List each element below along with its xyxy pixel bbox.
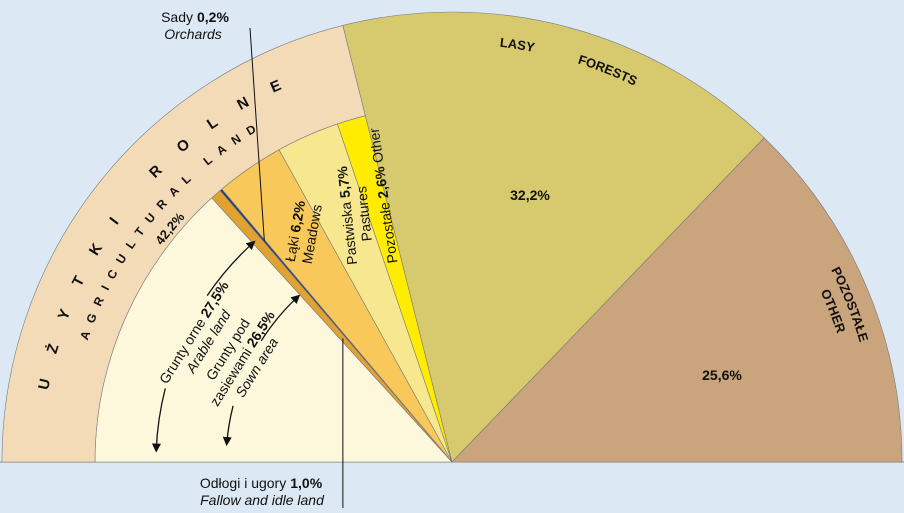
- label: Fallow and idle land: [200, 492, 325, 508]
- label-text: Other: [366, 127, 387, 164]
- value-label: 32,2%: [510, 187, 550, 203]
- label: Orchards: [164, 26, 222, 42]
- label-text: Odłogi i ugory: [200, 475, 286, 491]
- value-label: 25,6%: [702, 367, 742, 383]
- label-text: Pastwiska: [338, 201, 361, 266]
- label-text: 0,2%: [197, 9, 229, 25]
- label-line: Pastures: [353, 185, 375, 242]
- label-text: Fallow and idle land: [200, 492, 325, 508]
- label-text: Orchards: [164, 26, 222, 42]
- label-text: 5,7%: [334, 165, 353, 199]
- label-text: 2,6%: [371, 165, 391, 199]
- label-line: Sady 0,2%: [161, 9, 229, 25]
- slice: [342, 11, 765, 463]
- label-text: 6,2%: [287, 199, 308, 234]
- label: Pastwiska 5,7%Pastures: [334, 165, 375, 266]
- label-text: Łąki: [282, 235, 302, 263]
- label-text: Pastures: [353, 185, 375, 242]
- label-line: Pastwiska 5,7%: [334, 165, 360, 266]
- label-line: Odłogi i ugory 1,0%: [200, 475, 323, 491]
- slice: [451, 137, 903, 463]
- label: Odłogi i ugory 1,0%: [200, 475, 323, 491]
- arrow: [206, 240, 256, 296]
- arrow: [260, 294, 301, 342]
- label-line: Fallow and idle land: [200, 492, 325, 508]
- label-line: Łąki6,2%: [282, 199, 309, 263]
- leader-line: [249, 27, 265, 241]
- label-text: Sady: [161, 9, 193, 25]
- arrow: [151, 388, 166, 453]
- label-line: Orchards: [164, 26, 222, 42]
- label: Sady 0,2%: [161, 9, 229, 25]
- label-text: 1,0%: [290, 475, 322, 491]
- arrow: [222, 405, 234, 447]
